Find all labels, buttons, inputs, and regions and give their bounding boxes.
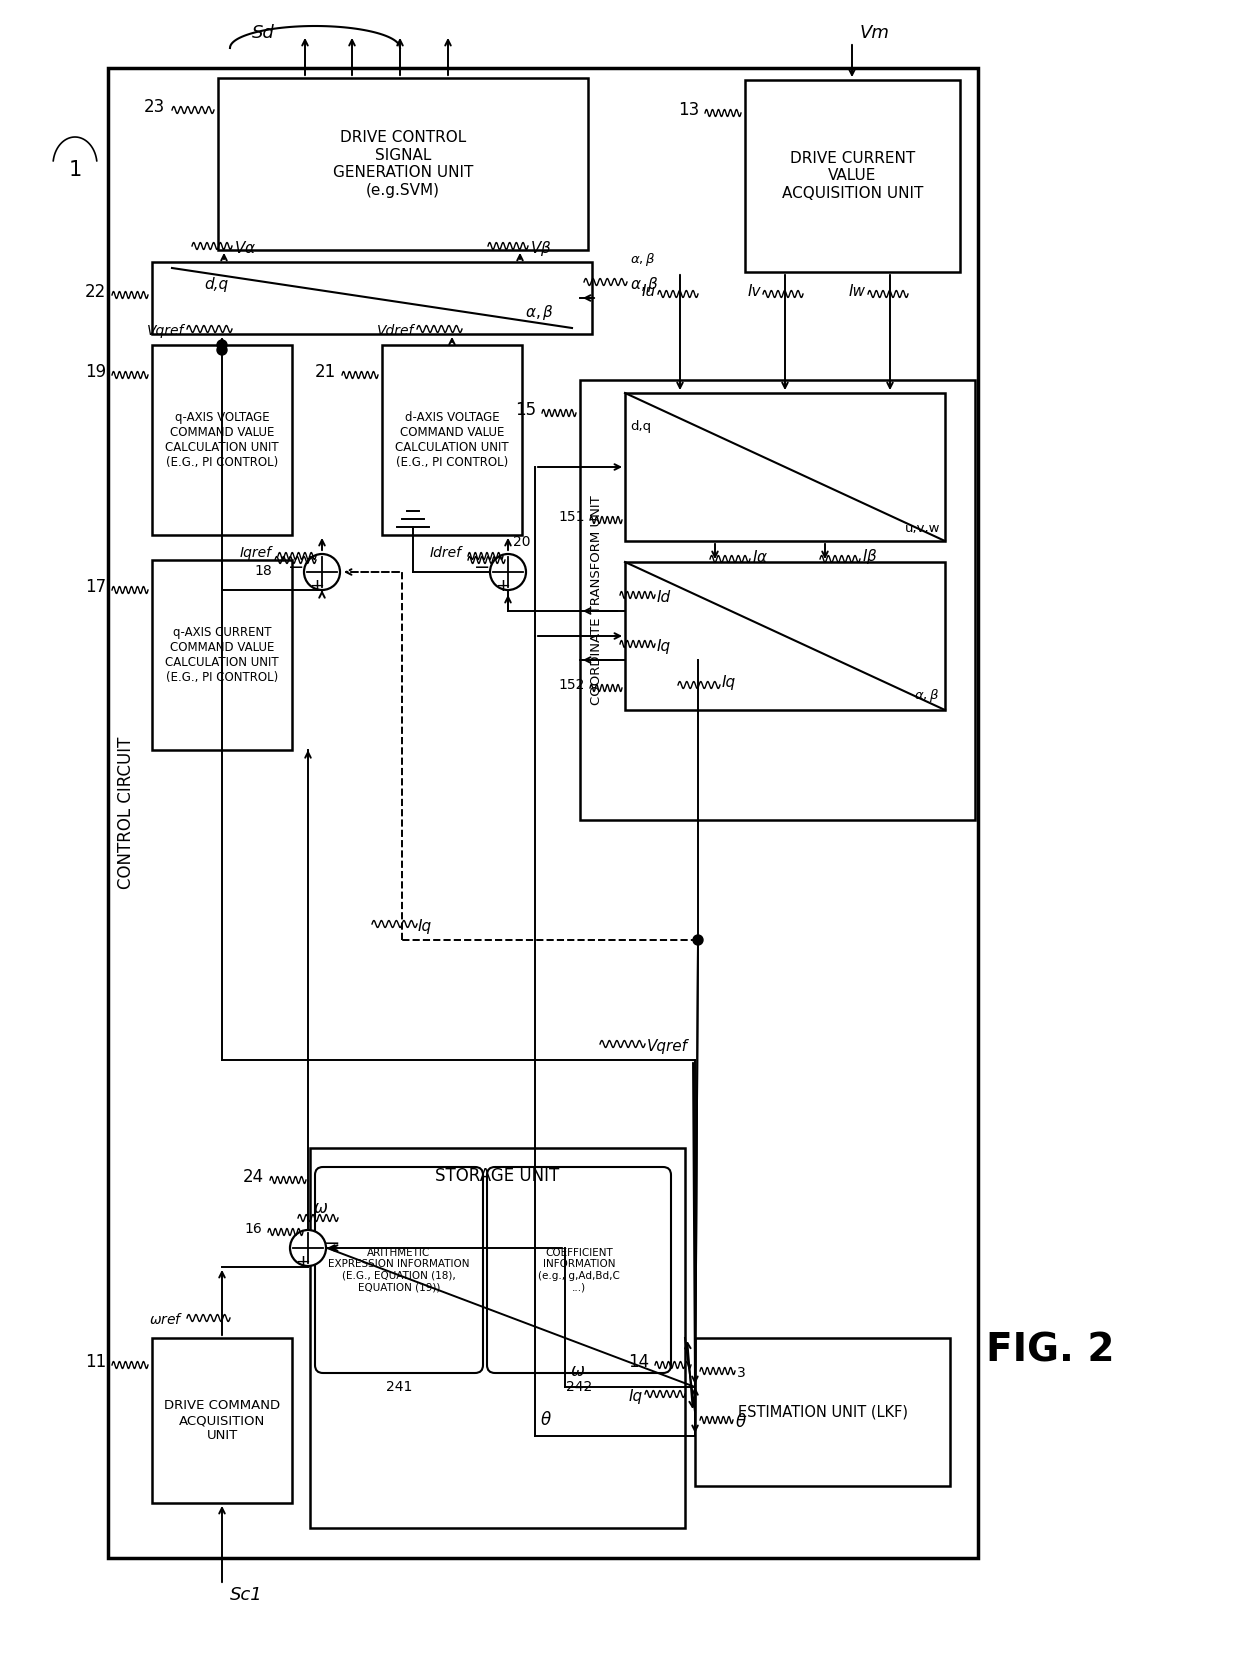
Text: 16: 16 bbox=[244, 1222, 262, 1236]
Text: Sd: Sd bbox=[252, 24, 275, 42]
Text: I$\beta$: I$\beta$ bbox=[862, 547, 878, 566]
Text: DRIVE CONTROL
SIGNAL
GENERATION UNIT
(e.g.SVM): DRIVE CONTROL SIGNAL GENERATION UNIT (e.… bbox=[332, 131, 474, 198]
Circle shape bbox=[290, 1231, 326, 1266]
Text: $\omega$: $\omega$ bbox=[570, 1362, 585, 1380]
Text: Idref: Idref bbox=[430, 546, 463, 561]
FancyBboxPatch shape bbox=[694, 1338, 950, 1486]
Text: 20: 20 bbox=[513, 536, 531, 549]
FancyBboxPatch shape bbox=[625, 393, 945, 541]
Text: −: − bbox=[288, 559, 304, 578]
FancyBboxPatch shape bbox=[315, 1167, 484, 1373]
Text: ARITHMETIC
EXPRESSION INFORMATION
(E.G., EQUATION (18),
EQUATION (19)): ARITHMETIC EXPRESSION INFORMATION (E.G.,… bbox=[329, 1247, 470, 1293]
Text: $\alpha,\beta$: $\alpha,\beta$ bbox=[914, 687, 940, 704]
Text: −: − bbox=[474, 559, 490, 578]
Text: Iq: Iq bbox=[629, 1389, 644, 1404]
Text: V$\alpha$: V$\alpha$ bbox=[234, 240, 257, 255]
Text: Iqref: Iqref bbox=[241, 546, 272, 561]
Circle shape bbox=[693, 935, 703, 945]
Text: Vqref: Vqref bbox=[146, 324, 184, 337]
Text: Iw: Iw bbox=[849, 284, 866, 299]
Text: Iq: Iq bbox=[657, 638, 671, 653]
FancyBboxPatch shape bbox=[153, 262, 591, 334]
Text: 1: 1 bbox=[68, 160, 82, 180]
FancyBboxPatch shape bbox=[310, 1148, 684, 1528]
Circle shape bbox=[217, 344, 227, 354]
Text: −: − bbox=[324, 1234, 340, 1254]
Text: Vdref: Vdref bbox=[377, 324, 414, 337]
Text: Vqref: Vqref bbox=[647, 1039, 688, 1053]
Text: 14: 14 bbox=[627, 1353, 649, 1372]
Text: d,q: d,q bbox=[630, 420, 651, 433]
FancyBboxPatch shape bbox=[153, 344, 291, 536]
Text: Iq: Iq bbox=[722, 675, 737, 690]
Text: 15: 15 bbox=[515, 401, 536, 420]
Text: ESTIMATION UNIT (LKF): ESTIMATION UNIT (LKF) bbox=[738, 1405, 908, 1419]
Text: $\theta$: $\theta$ bbox=[539, 1410, 552, 1429]
Text: 21: 21 bbox=[315, 363, 336, 381]
Text: COEFFICIENT
INFORMATION
(e.g., g,Ad,Bd,C
...): COEFFICIENT INFORMATION (e.g., g,Ad,Bd,C… bbox=[538, 1247, 620, 1293]
Text: 151: 151 bbox=[558, 510, 585, 524]
Circle shape bbox=[490, 554, 526, 589]
Text: q-AXIS VOLTAGE
COMMAND VALUE
CALCULATION UNIT
(E.G., PI CONTROL): q-AXIS VOLTAGE COMMAND VALUE CALCULATION… bbox=[165, 411, 279, 468]
Text: I$\alpha$: I$\alpha$ bbox=[751, 549, 769, 566]
Text: Vm: Vm bbox=[861, 24, 890, 42]
Text: 19: 19 bbox=[84, 363, 105, 381]
FancyBboxPatch shape bbox=[108, 69, 978, 1558]
Circle shape bbox=[304, 554, 340, 589]
Text: Iq: Iq bbox=[418, 918, 432, 934]
Text: +: + bbox=[496, 578, 511, 594]
Text: $\omega$ref: $\omega$ref bbox=[150, 1313, 184, 1328]
Text: 24: 24 bbox=[243, 1169, 264, 1185]
Text: 11: 11 bbox=[84, 1353, 105, 1372]
Text: FIG. 2: FIG. 2 bbox=[986, 1331, 1115, 1368]
Text: $\theta$: $\theta$ bbox=[735, 1414, 746, 1431]
Text: 152: 152 bbox=[559, 678, 585, 692]
FancyBboxPatch shape bbox=[382, 344, 522, 536]
Text: +: + bbox=[310, 578, 325, 594]
Text: Sc1: Sc1 bbox=[229, 1587, 263, 1603]
Text: 17: 17 bbox=[84, 578, 105, 596]
FancyBboxPatch shape bbox=[625, 562, 945, 710]
Text: 3: 3 bbox=[737, 1367, 745, 1380]
Text: 23: 23 bbox=[144, 97, 165, 116]
FancyBboxPatch shape bbox=[745, 81, 960, 272]
Text: COORDINATE TRANSFORM UNIT: COORDINATE TRANSFORM UNIT bbox=[589, 495, 603, 705]
Text: 242: 242 bbox=[565, 1380, 593, 1394]
Text: CONTROL CIRCUIT: CONTROL CIRCUIT bbox=[117, 737, 135, 890]
Text: V$\beta$: V$\beta$ bbox=[529, 238, 552, 257]
Text: $\alpha,\beta$: $\alpha,\beta$ bbox=[630, 250, 656, 269]
Text: $\omega$: $\omega$ bbox=[312, 1199, 329, 1217]
Text: 13: 13 bbox=[678, 101, 699, 119]
Text: $\alpha,\beta$: $\alpha,\beta$ bbox=[525, 302, 554, 321]
FancyBboxPatch shape bbox=[153, 1338, 291, 1503]
FancyBboxPatch shape bbox=[580, 379, 975, 819]
FancyBboxPatch shape bbox=[153, 561, 291, 751]
FancyBboxPatch shape bbox=[218, 77, 588, 250]
Text: DRIVE COMMAND
ACQUISITION
UNIT: DRIVE COMMAND ACQUISITION UNIT bbox=[164, 1399, 280, 1442]
Text: $\alpha,\beta$: $\alpha,\beta$ bbox=[630, 274, 660, 294]
Circle shape bbox=[217, 341, 227, 349]
Text: d-AXIS VOLTAGE
COMMAND VALUE
CALCULATION UNIT
(E.G., PI CONTROL): d-AXIS VOLTAGE COMMAND VALUE CALCULATION… bbox=[396, 411, 508, 468]
Text: d,q: d,q bbox=[205, 277, 228, 292]
Text: DRIVE CURRENT
VALUE
ACQUISITION UNIT: DRIVE CURRENT VALUE ACQUISITION UNIT bbox=[781, 151, 924, 201]
Text: 18: 18 bbox=[254, 564, 272, 578]
Text: STORAGE UNIT: STORAGE UNIT bbox=[435, 1167, 559, 1185]
Text: Id: Id bbox=[657, 589, 671, 604]
Text: q-AXIS CURRENT
COMMAND VALUE
CALCULATION UNIT
(E.G., PI CONTROL): q-AXIS CURRENT COMMAND VALUE CALCULATION… bbox=[165, 626, 279, 683]
FancyBboxPatch shape bbox=[487, 1167, 671, 1373]
Text: 22: 22 bbox=[84, 284, 105, 301]
Text: +: + bbox=[295, 1253, 310, 1271]
Text: Iv: Iv bbox=[748, 284, 761, 299]
Text: 241: 241 bbox=[386, 1380, 412, 1394]
Text: Iu: Iu bbox=[642, 284, 656, 299]
Text: u,v,w: u,v,w bbox=[904, 522, 940, 536]
